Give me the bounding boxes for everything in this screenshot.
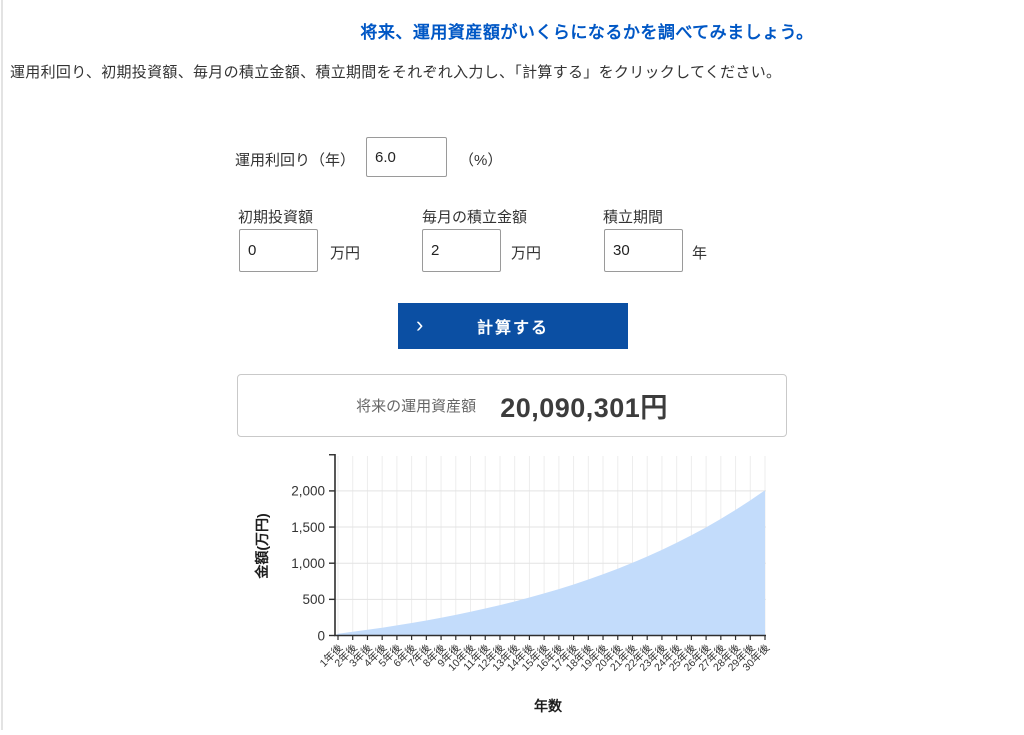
calculate-button[interactable]: › 計算する bbox=[398, 303, 628, 349]
contribution-period-label: 積立期間 bbox=[603, 209, 664, 226]
monthly-contribution-input[interactable] bbox=[422, 229, 501, 272]
area-fill bbox=[335, 490, 765, 636]
initial-investment-input[interactable] bbox=[239, 229, 318, 272]
result-box: 将来の運用資産額 20,090,301円 bbox=[237, 374, 787, 437]
contribution-period-input[interactable] bbox=[604, 229, 683, 272]
monthly-contribution-unit: 万円 bbox=[511, 245, 542, 262]
instructions-text: 運用利回り、初期投資額、毎月の積立金額、積立期間をそれぞれ入力し、「計算する」を… bbox=[10, 64, 782, 81]
yield-rate-input[interactable] bbox=[366, 137, 447, 177]
calculate-button-label: 計算する bbox=[476, 320, 549, 337]
yield-rate-label: 運用利回り（年） bbox=[235, 152, 356, 169]
y-tick-label: 2,000 bbox=[291, 484, 325, 499]
y-axis-title: 金額(万円) bbox=[254, 513, 270, 579]
y-tick-labels: 0 500 1,000 1,500 2,000 bbox=[291, 484, 325, 644]
x-tick-labels: 1年後2年後3年後4年後5年後6年後7年後8年後9年後10年後11年後12年後1… bbox=[317, 641, 773, 674]
y-tick-label: 1,000 bbox=[291, 556, 325, 571]
chevron-right-icon: › bbox=[416, 312, 426, 338]
result-label: 将来の運用資産額 bbox=[356, 398, 477, 415]
x-axis-title: 年数 bbox=[534, 698, 563, 714]
y-tick-label: 1,500 bbox=[291, 520, 325, 535]
growth-chart: 0 500 1,000 1,500 2,000 1年後 2年後 3年後 4年後 5年後 6年後 7年… bbox=[230, 450, 810, 730]
chart-area-series bbox=[335, 490, 765, 636]
y-tick-label: 500 bbox=[302, 592, 325, 607]
contribution-period-unit: 年 bbox=[692, 245, 708, 262]
monthly-contribution-label: 毎月の積立金額 bbox=[422, 209, 528, 226]
initial-investment-label: 初期投資額 bbox=[238, 209, 314, 226]
initial-investment-unit: 万円 bbox=[330, 245, 361, 262]
result-value: 20,090,301円 bbox=[500, 393, 668, 423]
panel-left-border bbox=[1, 0, 3, 730]
y-tick-label: 0 bbox=[317, 628, 325, 643]
chart-axes bbox=[329, 454, 766, 640]
page-title: 将来、運用資産額がいくらになるかを調べてみましょう。 bbox=[360, 23, 814, 42]
growth-chart-svg: 0 500 1,000 1,500 2,000 1年後2年後3年後4年後5年後6年後7年… bbox=[254, 454, 773, 714]
yield-rate-unit: （%） bbox=[459, 152, 503, 169]
